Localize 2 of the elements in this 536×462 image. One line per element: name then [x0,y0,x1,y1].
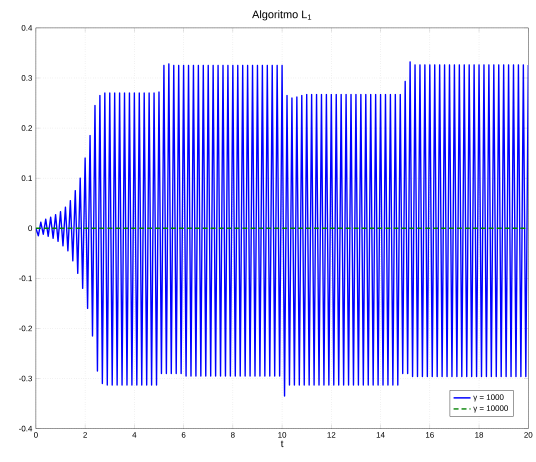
x-axis-title: t [280,440,284,447]
chart-title: Algoritmo L$_{1}$ [252,10,312,20]
